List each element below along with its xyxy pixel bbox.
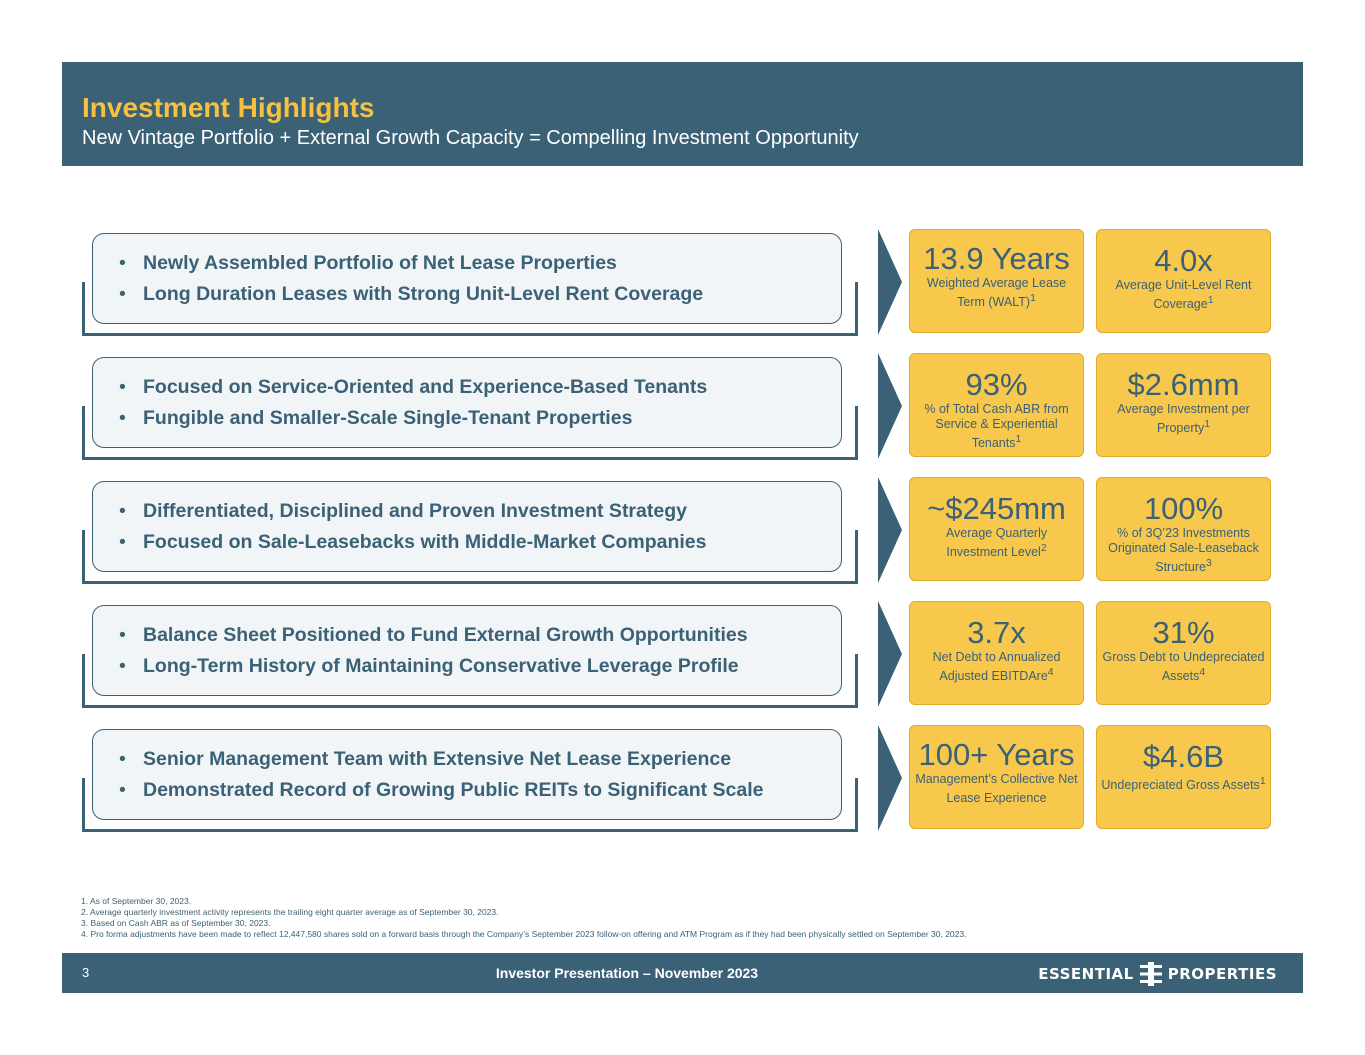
highlight-card: • Differentiated, Disciplined and Proven … xyxy=(92,481,842,572)
metric-value: 100+ Years xyxy=(918,737,1075,772)
chevron-right-icon xyxy=(878,229,902,335)
metric-label: Average Quarterly Investment Level2 xyxy=(945,526,1048,560)
row-bracket xyxy=(82,282,858,336)
bullet-item: • Long-Term History of Maintaining Conser… xyxy=(119,655,739,677)
metric-tile: 4.0x Average Unit-Level Rent Coverage1 xyxy=(1096,229,1271,333)
metric-value: 4.0x xyxy=(1154,243,1213,278)
bullet-item: • Differentiated, Disciplined and Proven … xyxy=(119,500,687,522)
row-bracket xyxy=(82,406,858,460)
metric-label: Undepreciated Gross Assets1 xyxy=(1101,776,1266,793)
bullet-item: • Balance Sheet Positioned to Fund Extern… xyxy=(119,624,748,646)
page-number: 3 xyxy=(82,965,90,980)
metric-label: % of Total Cash ABR from Service & Exper… xyxy=(924,402,1069,451)
highlight-row: • Focused on Service-Oriented and Experie… xyxy=(0,353,1365,463)
footer-bar: 3 Investor Presentation – November 2023 … xyxy=(62,953,1303,993)
bullet-item: • Fungible and Smaller-Scale Single-Tenan… xyxy=(119,407,633,429)
page-subtitle: New Vintage Portfolio + External Growth … xyxy=(82,127,859,149)
metric-tile: ~$245mm Average Quarterly Investment Lev… xyxy=(909,477,1084,581)
footnote: 4. Pro forma adjustments have been made … xyxy=(81,929,967,939)
metric-value: $4.6B xyxy=(1142,739,1224,774)
highlight-card: • Newly Assembled Portfolio of Net Lease … xyxy=(92,233,842,324)
bullet-item: • Focused on Sale-Leasebacks with Middle-… xyxy=(119,531,707,553)
bullet-item: • Long Duration Leases with Strong Unit-L… xyxy=(119,283,704,305)
footnote: 1. As of September 30, 2023. xyxy=(81,896,192,906)
metric-tile: 93% % of Total Cash ABR from Service & E… xyxy=(909,353,1084,457)
highlight-card: • Senior Management Team with Extensive N… xyxy=(92,729,842,820)
metric-value: 3.7x xyxy=(967,615,1026,650)
metric-label: Weighted Average Lease Term (WALT)1 xyxy=(926,276,1067,310)
highlight-row: • Senior Management Team with Extensive N… xyxy=(0,725,1365,835)
bullet-item: • Senior Management Team with Extensive N… xyxy=(119,748,732,770)
highlight-card: • Balance Sheet Positioned to Fund Extern… xyxy=(92,605,842,696)
metric-value: ~$245mm xyxy=(927,491,1066,526)
footer-text: Investor Presentation – November 2023 xyxy=(495,965,759,981)
metric-value: 100% xyxy=(1143,491,1224,526)
metric-tile: $4.6B Undepreciated Gross Assets1 xyxy=(1096,725,1271,829)
metric-tile: $2.6mm Average Investment per Property1 xyxy=(1096,353,1271,457)
bullet-item: • Demonstrated Record of Growing Public R… xyxy=(119,779,764,801)
metric-value: 93% xyxy=(965,367,1028,402)
chevron-right-icon xyxy=(878,601,902,707)
header-banner: Investment Highlights New Vintage Portfo… xyxy=(62,62,1303,166)
footnotes: 1. As of September 30, 2023. 2. Average … xyxy=(81,896,966,940)
metric-tile: 100% % of 3Q’23 Investments Originated S… xyxy=(1096,477,1271,581)
metric-label: Gross Debt to Undepreciated Assets4 xyxy=(1102,650,1265,684)
highlight-row: • Newly Assembled Portfolio of Net Lease … xyxy=(0,229,1365,339)
metric-value: 31% xyxy=(1152,615,1215,650)
page-title: Investment Highlights xyxy=(82,92,375,123)
footnote: 2. Average quarterly investment activity… xyxy=(81,907,499,917)
bullet-item: • Newly Assembled Portfolio of Net Lease … xyxy=(119,252,617,274)
metric-label: Average Unit-Level Rent Coverage1 xyxy=(1115,278,1252,312)
logo-mark-icon xyxy=(1139,962,1162,986)
highlight-row: • Differentiated, Disciplined and Proven … xyxy=(0,477,1365,587)
footnote: 3. Based on Cash ABR as of September 30,… xyxy=(81,918,271,928)
metric-value: 13.9 Years xyxy=(923,241,1070,276)
company-logo: ESSENTIAL PROPERTIES xyxy=(1038,962,1277,986)
chevron-right-icon xyxy=(878,353,902,459)
metric-value: $2.6mm xyxy=(1127,367,1240,402)
metric-label: Management’s Collective Net Lease Experi… xyxy=(915,772,1078,806)
metric-label: Average Investment per Property1 xyxy=(1117,402,1250,436)
bullet-item: • Focused on Service-Oriented and Experie… xyxy=(119,376,708,398)
row-bracket xyxy=(82,778,858,832)
metric-label: Net Debt to Annualized Adjusted EBITDAre… xyxy=(932,650,1061,684)
metric-tile: 100+ Years Management’s Collective Net L… xyxy=(909,725,1084,829)
highlight-row: • Balance Sheet Positioned to Fund Extern… xyxy=(0,601,1365,711)
row-bracket xyxy=(82,654,858,708)
metric-label: % of 3Q’23 Investments Originated Sale-L… xyxy=(1108,526,1259,575)
metric-tile: 13.9 Years Weighted Average Lease Term (… xyxy=(909,229,1084,333)
chevron-right-icon xyxy=(878,725,902,831)
logo-text-right: PROPERTIES xyxy=(1167,965,1277,983)
row-bracket xyxy=(82,530,858,584)
metric-tile: 31% Gross Debt to Undepreciated Assets4 xyxy=(1096,601,1271,705)
chevron-right-icon xyxy=(878,477,902,583)
metric-tile: 3.7x Net Debt to Annualized Adjusted EBI… xyxy=(909,601,1084,705)
logo-text-left: ESSENTIAL xyxy=(1038,965,1134,983)
highlight-card: • Focused on Service-Oriented and Experie… xyxy=(92,357,842,448)
